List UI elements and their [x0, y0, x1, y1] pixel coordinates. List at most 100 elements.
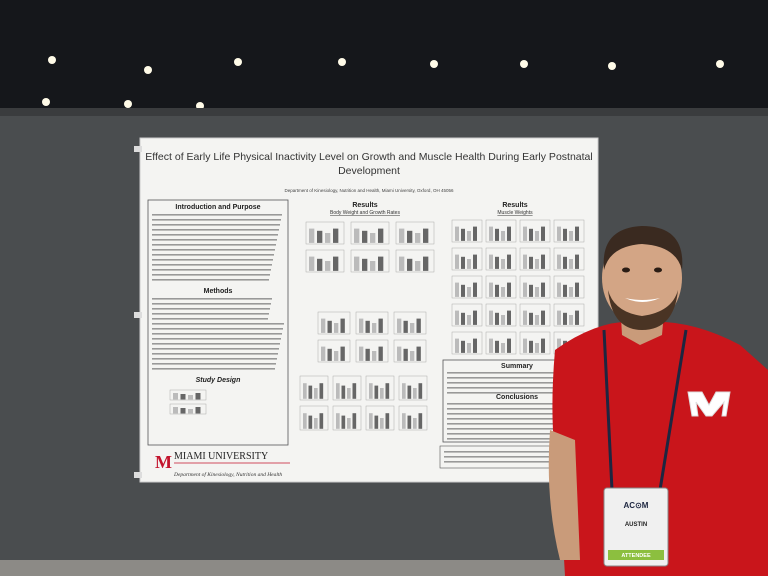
figure-bar	[557, 310, 561, 325]
pin	[134, 312, 142, 318]
figure-bar	[359, 346, 364, 361]
text-line	[447, 392, 580, 394]
figure-frame	[553, 303, 585, 327]
figure-bar	[467, 287, 471, 297]
figure-bar	[461, 340, 465, 353]
figure-bar	[495, 340, 499, 353]
text-line	[447, 428, 583, 430]
text-line	[152, 254, 274, 256]
ceiling	[0, 0, 768, 112]
text-line	[152, 264, 272, 266]
figure-bar	[495, 312, 499, 325]
text-line	[152, 244, 276, 246]
figure-bar	[327, 348, 332, 361]
figure-bar	[501, 315, 505, 325]
eye	[622, 267, 630, 273]
section-subheading: Body Weight and Growth Rates	[330, 210, 400, 216]
poster-title: Development	[338, 165, 400, 177]
figure-bar	[529, 228, 533, 241]
figure-bar	[378, 318, 383, 333]
figure-bar	[352, 383, 357, 399]
logo-department: Department of Kinesiology, Nutrition and…	[173, 471, 282, 478]
figure-bar	[467, 259, 471, 269]
figure-frame	[395, 249, 435, 273]
figure-bar	[173, 393, 178, 400]
figure-bar	[341, 415, 346, 429]
figure-frame	[317, 339, 351, 363]
figure-bar	[369, 413, 373, 429]
figure-frame	[519, 331, 551, 355]
text-line	[152, 303, 271, 305]
figure-bar	[407, 258, 413, 271]
figure-bar	[495, 256, 499, 269]
figure-bar	[501, 231, 505, 241]
figure-bar	[473, 254, 477, 269]
figure-frame	[393, 339, 427, 363]
figure-frame	[305, 249, 345, 273]
figure-bar	[317, 230, 323, 243]
figure-bar	[308, 385, 313, 399]
text-line	[152, 343, 280, 345]
figure-bar	[410, 323, 415, 333]
figure-bar	[336, 413, 340, 429]
figure-bar	[418, 413, 423, 429]
figure-bar	[575, 310, 579, 325]
figure-bar	[354, 228, 360, 243]
light	[520, 60, 528, 68]
figure-bar	[416, 318, 421, 333]
text-line	[152, 368, 275, 370]
figure-bar	[180, 394, 186, 400]
figure-bar	[370, 261, 376, 271]
figure-bar	[314, 418, 318, 429]
figure-bar	[563, 228, 567, 241]
figure-frame	[451, 219, 483, 243]
smile	[625, 298, 660, 302]
text-line	[152, 333, 282, 335]
figure-bar	[541, 338, 545, 353]
figure-bar	[334, 351, 339, 361]
figure-bar	[397, 318, 402, 333]
light	[48, 56, 56, 64]
text-line	[447, 438, 581, 440]
figure-bar	[415, 233, 421, 243]
light	[338, 58, 346, 66]
text-line	[152, 318, 268, 320]
figure-bar	[535, 287, 539, 297]
text-line	[152, 348, 279, 350]
figure-bar	[325, 233, 331, 243]
figure-bar	[455, 254, 459, 269]
figure-frame	[350, 249, 390, 273]
eye	[654, 267, 662, 273]
figure-bar	[321, 346, 326, 361]
figure-bar	[529, 340, 533, 353]
figure-bar	[325, 261, 331, 271]
figure-bar	[413, 388, 417, 399]
figure-bar	[557, 282, 561, 297]
figure-frame	[355, 339, 389, 363]
board-frame	[0, 108, 768, 116]
figure-bar	[188, 409, 193, 414]
figure-frame	[553, 275, 585, 299]
text-line	[152, 259, 273, 261]
section-heading: Results	[502, 202, 527, 209]
text-line	[152, 249, 275, 251]
text-line	[152, 239, 277, 241]
figure-frame	[485, 303, 517, 327]
figure-bar	[365, 348, 370, 361]
section-heading: Study Design	[196, 377, 241, 384]
figure-bar	[489, 282, 493, 297]
figure-bar	[333, 256, 339, 271]
figure-bar	[455, 310, 459, 325]
text-line	[152, 358, 277, 360]
figure-frame	[519, 219, 551, 243]
figure-bar	[501, 343, 505, 353]
badge-strip	[608, 550, 664, 560]
figure-bar	[403, 348, 408, 361]
figure-bar	[423, 228, 429, 243]
figure-bar	[523, 254, 527, 269]
figure-frame	[305, 221, 345, 245]
figure-bar	[372, 323, 377, 333]
figure-bar	[495, 228, 499, 241]
figure-bar	[359, 318, 364, 333]
figure-bar	[473, 338, 477, 353]
